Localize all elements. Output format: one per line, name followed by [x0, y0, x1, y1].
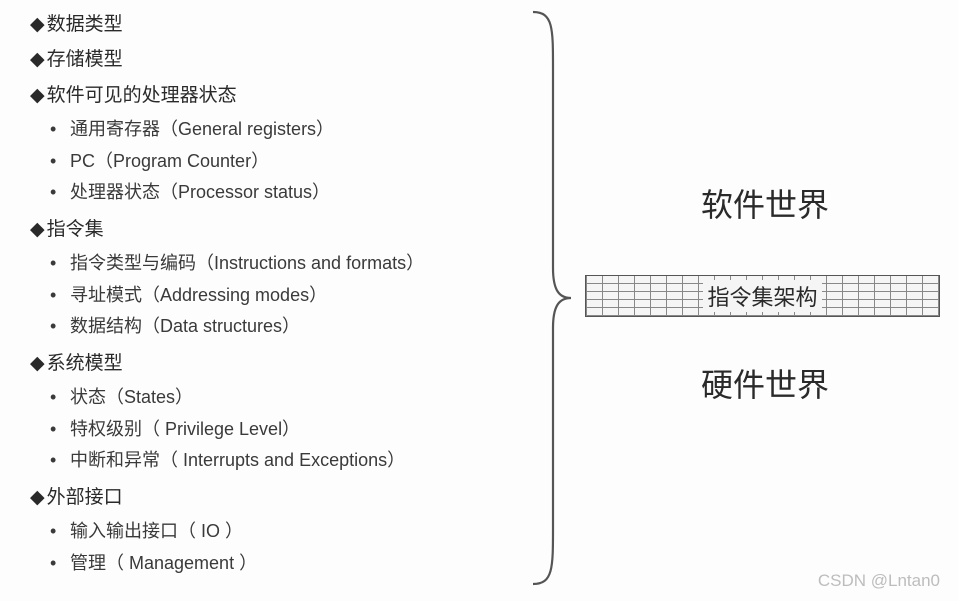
software-world-label: 软件世界 [585, 180, 945, 226]
list-item: 指令类型与编码（Instructions and formats） [70, 248, 530, 280]
hardware-world-label: 硬件世界 [585, 360, 945, 406]
world-stack: 软件世界 指令集架构 硬件世界 [585, 0, 945, 600]
section-title: 软件可见的处理器状态 [30, 81, 530, 110]
list-item: 管理（ Management ） [70, 548, 530, 580]
sub-list: 输入输出接口（ IO ） 管理（ Management ） [30, 516, 530, 579]
section: 指令集 指令类型与编码（Instructions and formats） 寻址… [30, 215, 530, 343]
section: 外部接口 输入输出接口（ IO ） 管理（ Management ） [30, 483, 530, 579]
sub-list: 指令类型与编码（Instructions and formats） 寻址模式（A… [30, 248, 530, 343]
section-title: 指令集 [30, 215, 530, 244]
section: 系统模型 状态（States） 特权级别（ Privilege Level） 中… [30, 349, 530, 477]
list-item: 寻址模式（Addressing modes） [70, 280, 530, 312]
sub-list: 状态（States） 特权级别（ Privilege Level） 中断和异常（… [30, 382, 530, 477]
list-item: 特权级别（ Privilege Level） [70, 414, 530, 446]
isa-label: 指令集架构 [703, 280, 821, 312]
list-item: 通用寄存器（General registers） [70, 114, 530, 146]
section-title: 外部接口 [30, 483, 530, 512]
list-item: 处理器状态（Processor status） [70, 177, 530, 209]
sub-list: 通用寄存器（General registers） PC（Program Coun… [30, 114, 530, 209]
watermark: CSDN @Lntan0 [818, 571, 940, 591]
isa-box: 指令集架构 [585, 275, 940, 317]
concept-list: 数据类型 存储模型 软件可见的处理器状态 通用寄存器（General regis… [30, 10, 530, 585]
list-item: 中断和异常（ Interrupts and Exceptions） [70, 445, 530, 477]
list-item: 状态（States） [70, 382, 530, 414]
section: 软件可见的处理器状态 通用寄存器（General registers） PC（P… [30, 81, 530, 209]
section: 数据类型 [30, 10, 530, 39]
section-title: 系统模型 [30, 349, 530, 378]
list-item: PC（Program Counter） [70, 146, 530, 178]
section-title: 存储模型 [30, 45, 530, 74]
list-item: 输入输出接口（ IO ） [70, 516, 530, 548]
section: 存储模型 [30, 45, 530, 74]
brace-icon [525, 8, 575, 588]
list-item: 数据结构（Data structures） [70, 311, 530, 343]
section-title: 数据类型 [30, 10, 530, 39]
